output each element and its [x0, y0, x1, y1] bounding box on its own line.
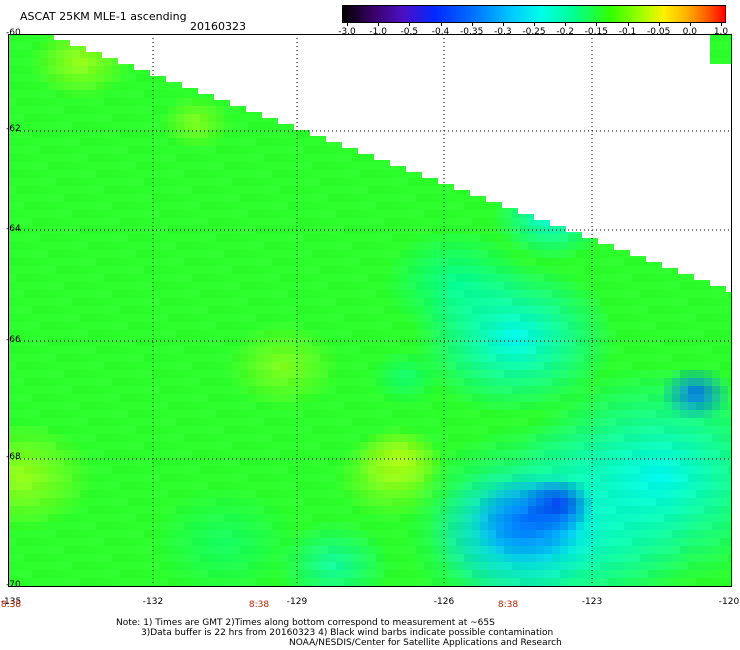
lat-label-70: -70	[6, 580, 21, 590]
colorbar-label: -0.2	[556, 27, 574, 37]
grid-lines	[8, 34, 732, 587]
lat-label-64: -64	[6, 224, 21, 234]
lat-label-68: -68	[6, 452, 21, 462]
colorbar-label: -0.4	[431, 27, 450, 37]
colorbar-label: -3.0	[338, 27, 356, 37]
colorbar-label: -0.25	[522, 27, 546, 37]
time-label-1: 8:38	[0, 600, 22, 610]
colorbar-label: -0.05	[647, 27, 671, 37]
colorbar-tick	[502, 22, 504, 26]
colorbar-label: -0.3	[494, 27, 512, 37]
colorbar-label: -0.35	[460, 27, 484, 37]
note-line-3: NOAA/NESDIS/Center for Satellite Applica…	[289, 638, 562, 648]
time-label-2: 8:38	[248, 600, 270, 610]
note-line-2: 3)Data buffer is 22 hrs from 20160323 4)…	[141, 628, 554, 638]
time-label-3: 8:38	[497, 600, 519, 610]
map-frame	[8, 34, 732, 587]
lat-label-62: -62	[6, 124, 21, 134]
lon-label-135: -135	[0, 597, 22, 607]
colorbar-label: 1.0	[713, 27, 729, 37]
colorbar-tick	[627, 22, 629, 26]
colorbar-label: -0.1	[618, 27, 637, 37]
lon-label-129: -129	[286, 597, 308, 607]
colorbar-label: -1.0	[369, 27, 387, 37]
colorbar-tick	[534, 22, 535, 26]
colorbar-tick	[440, 22, 442, 26]
colorbar-label: -0.15	[584, 27, 608, 37]
colorbar-tick	[409, 22, 411, 26]
colorbar-tick	[471, 22, 473, 26]
colorbar-tick	[596, 22, 598, 26]
lon-label-123: -123	[581, 597, 603, 607]
colorbar-tick	[378, 22, 380, 26]
lat-label-66: -66	[6, 335, 21, 345]
colorbar-tick	[721, 22, 722, 26]
lon-label-126: -126	[433, 597, 455, 607]
colorbar-label: 0.0	[682, 27, 697, 37]
colorbar-tick	[565, 22, 567, 26]
map-date: 20160323	[190, 20, 246, 33]
lat-label-60: -60	[6, 28, 21, 38]
lon-label-120: -120	[718, 597, 740, 607]
colorbar-tick	[689, 22, 691, 26]
colorbar-tick	[658, 22, 660, 26]
colorbar-label: -0.5	[400, 27, 419, 37]
note-line-1: Note: 1) Times are GMT 2)Times along bot…	[116, 618, 495, 628]
map-title: ASCAT 25KM MLE-1 ascending	[20, 10, 187, 23]
no-data-region	[38, 34, 740, 298]
colorbar-tick	[347, 22, 348, 26]
lon-label-132: -132	[142, 597, 164, 607]
